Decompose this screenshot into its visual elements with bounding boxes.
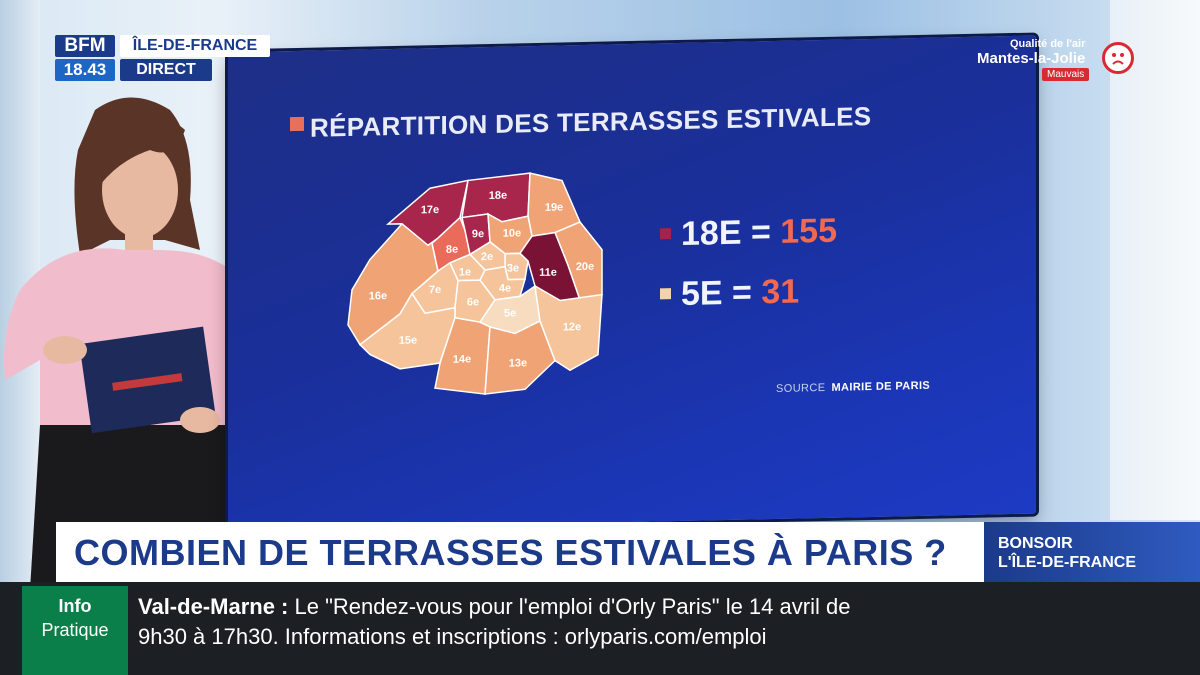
label-3: 3e — [507, 262, 519, 274]
source-credit: SOURCE MAIRIE DE PARIS — [776, 380, 930, 395]
label-6: 6e — [467, 296, 479, 308]
air-quality-label: Qualité de l'air — [1010, 38, 1086, 50]
label-19: 19e — [545, 201, 563, 213]
ticker-text-1: Le "Rendez-vous pour l'emploi d'Orly Par… — [288, 594, 851, 619]
label-13: 13e — [509, 357, 527, 369]
label-5: 5e — [504, 307, 516, 319]
label-16: 16e — [369, 290, 387, 302]
label-7: 7e — [429, 284, 441, 296]
show-name: BONSOIR L'ÎLE-DE-FRANCE — [998, 534, 1136, 572]
region-label: ÎLE-DE-FRANCE — [120, 35, 270, 57]
headline-text: COMBIEN DE TERRASSES ESTIVALES À PARIS ? — [74, 532, 947, 573]
label-18: 18e — [489, 190, 507, 202]
label-17: 17e — [421, 204, 439, 216]
arr-15 — [358, 292, 456, 370]
ticker-line-1: Val-de-Marne : Le "Rendez-vous pour l'em… — [138, 594, 850, 620]
info-pratique-badge: Info Pratique — [22, 586, 128, 675]
stat-5e-label: 5E = — [681, 273, 762, 313]
label-15: 15e — [399, 335, 417, 347]
source-value: MAIRIE DE PARIS — [831, 379, 931, 394]
title-marker — [290, 116, 304, 132]
label-12: 12e — [563, 321, 581, 333]
show-name-line1: BONSOIR — [998, 535, 1073, 552]
air-quality-status: Mauvais — [1042, 68, 1090, 81]
screen-title: RÉPARTITION DES TERRASSES ESTIVALES — [310, 100, 872, 143]
label-20: 20e — [576, 261, 594, 273]
channel-logo: BFM — [55, 35, 115, 57]
label-2: 2e — [481, 251, 493, 263]
label-14: 14e — [453, 353, 471, 365]
news-ticker — [0, 582, 1200, 675]
label-11: 11e — [539, 267, 557, 279]
label-8: 8e — [446, 244, 458, 256]
stat-18e: 18E = 155 — [660, 212, 837, 255]
stat-18e-swatch — [660, 227, 671, 239]
label-4: 4e — [499, 283, 511, 295]
arr-12 — [534, 284, 603, 372]
sad-face-icon — [1102, 42, 1134, 74]
clock: 18.43 — [55, 59, 115, 81]
label-1: 1e — [459, 266, 471, 278]
show-name-line2: L'ÎLE-DE-FRANCE — [998, 554, 1137, 571]
headline-bar: COMBIEN DE TERRASSES ESTIVALES À PARIS ? — [56, 522, 984, 582]
air-quality-city: Mantes-la-Jolie — [977, 50, 1086, 67]
ticker-place: Val-de-Marne : — [138, 594, 289, 619]
studio-pillar-right — [1110, 0, 1200, 520]
stat-5e-swatch — [660, 287, 671, 299]
paris-arrondissement-map: 16e 17e 18e 19e 8e 9e 10e 20e 11e 3e 2e … — [347, 172, 603, 395]
stat-5e-value: 31 — [761, 272, 800, 312]
ticker-line-2: 9h30 à 17h30. Informations et inscriptio… — [138, 624, 767, 649]
stat-18e-label: 18E = — [681, 212, 781, 253]
show-name-box: BONSOIR L'ÎLE-DE-FRANCE — [984, 522, 1200, 582]
stat-5e: 5E = 31 — [660, 272, 799, 314]
live-badge: DIRECT — [120, 59, 212, 81]
label-9: 9e — [472, 228, 484, 240]
display-screen: RÉPARTITION DES TERRASSES ESTIVALES 16e … — [228, 35, 1036, 531]
map-labels: 16e 17e 18e 19e 8e 9e 10e 20e 11e 3e 2e … — [369, 190, 594, 370]
label-10: 10e — [503, 227, 521, 239]
badge-line1: Info — [58, 596, 92, 616]
badge-line2: Pratique — [41, 620, 109, 640]
stat-18e-value: 155 — [780, 211, 837, 251]
source-label: SOURCE — [776, 381, 826, 395]
